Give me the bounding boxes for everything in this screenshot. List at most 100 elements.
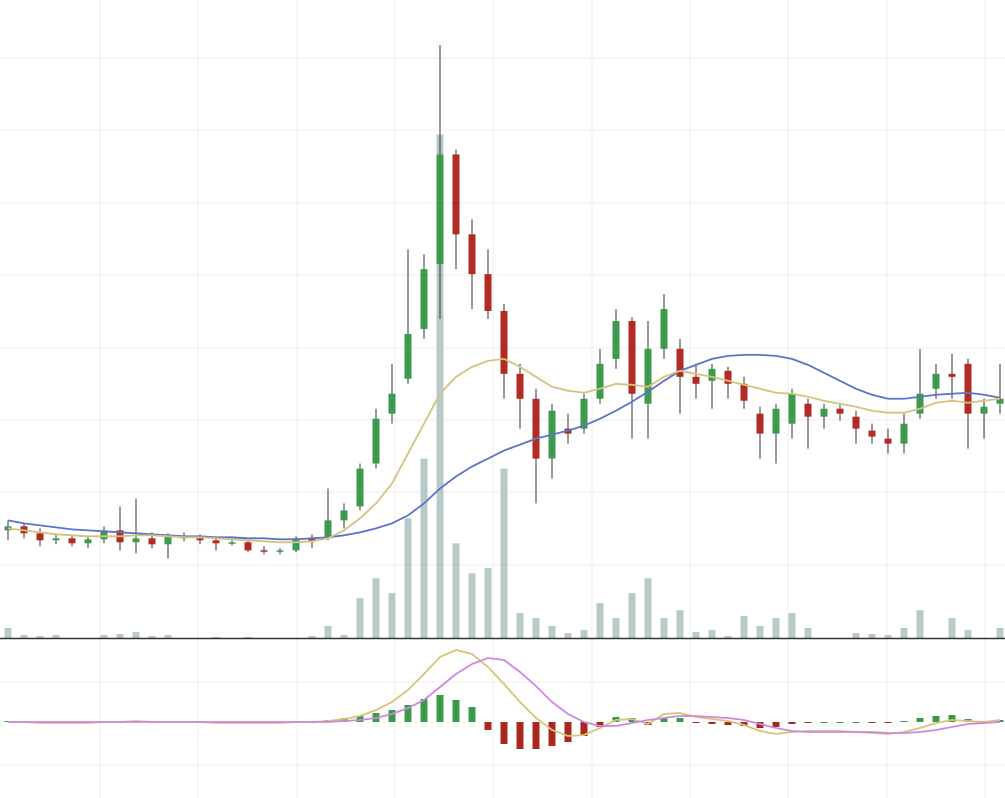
candle-body: [212, 540, 220, 544]
macd-bar: [820, 722, 828, 723]
macd-bar: [388, 710, 396, 722]
volume-bar: [660, 618, 668, 638]
macd-bar: [516, 722, 524, 749]
volume-bar: [324, 626, 332, 638]
volume-bar: [500, 468, 508, 638]
macd-bar: [804, 722, 812, 723]
volume-bar: [964, 630, 972, 638]
volume-bar: [308, 636, 316, 638]
candle-body: [804, 403, 812, 417]
candle-body: [260, 550, 268, 552]
volume-bar: [20, 635, 28, 638]
macd-bar: [660, 718, 668, 722]
macd-bar: [724, 722, 732, 725]
candle-body: [900, 423, 908, 444]
macd-bar: [788, 722, 796, 724]
macd-bar: [948, 715, 956, 722]
macd-bar: [580, 722, 588, 736]
candle-body: [132, 538, 140, 543]
macd-bar: [852, 722, 860, 723]
volume-bar: [132, 632, 140, 638]
candle-body: [196, 538, 204, 541]
candle-body: [388, 393, 396, 414]
candle-body: [484, 274, 492, 312]
candle-body: [580, 398, 588, 429]
candle-body: [820, 408, 828, 417]
macd-bar: [628, 718, 636, 722]
volume-bar: [708, 630, 716, 638]
macd-bar: [356, 716, 364, 722]
candle-body: [756, 413, 764, 434]
volume-bar: [4, 628, 12, 638]
volume-bar: [340, 635, 348, 638]
price-layer: [4, 44, 1004, 559]
macd-bar: [692, 722, 700, 723]
candle-body: [468, 234, 476, 275]
candle-body: [68, 538, 76, 544]
volume-bar: [372, 578, 380, 638]
volume-bar: [644, 578, 652, 638]
volume-bar: [244, 637, 252, 638]
candle-body: [596, 363, 604, 399]
volume-bar: [356, 598, 364, 638]
macd-bar: [756, 722, 764, 728]
volume-bar: [532, 618, 540, 638]
candle-body: [148, 538, 156, 545]
candle-body: [948, 373, 956, 377]
macd-bar: [420, 699, 428, 722]
candle-body: [452, 154, 460, 235]
volume-bar: [916, 610, 924, 638]
volume-bar: [36, 636, 44, 638]
macd-layer: [4, 649, 1004, 749]
macd-bar: [708, 722, 716, 724]
candle-body: [228, 542, 236, 544]
volume-bar: [612, 618, 620, 638]
volume-bar: [804, 628, 812, 638]
macd-bar: [868, 722, 876, 723]
volume-bar: [100, 635, 108, 638]
candle-body: [708, 368, 716, 381]
macd-bar: [340, 718, 348, 722]
volume-bar: [692, 632, 700, 638]
candle-body: [660, 309, 668, 349]
candle-body: [644, 348, 652, 404]
candle-body: [500, 311, 508, 374]
macd-bar: [532, 722, 540, 749]
volume-bar: [996, 628, 1004, 638]
volume-bar: [148, 636, 156, 638]
volume-bar: [788, 613, 796, 638]
volume-bar: [468, 573, 476, 638]
macd-bar: [676, 718, 684, 722]
macd-bar: [548, 722, 556, 746]
indicator-line: [8, 657, 1001, 734]
macd-bar: [900, 721, 908, 722]
volume-bar: [724, 636, 732, 638]
candle-body: [964, 363, 972, 414]
macd-bar: [932, 716, 940, 722]
candle-body: [532, 398, 540, 459]
candle-body: [340, 510, 348, 521]
volume-bar: [884, 635, 892, 638]
candle-body: [996, 398, 1004, 404]
macd-bar: [836, 722, 844, 723]
candle-body: [788, 393, 796, 424]
candle-body: [404, 333, 412, 379]
macd-bar: [916, 718, 924, 722]
candle-body: [308, 538, 316, 542]
volume-bar: [548, 626, 556, 638]
indicator-line: [7, 357, 1001, 544]
macd-bar: [740, 722, 748, 726]
candle-body: [276, 550, 284, 552]
macd-bar: [772, 722, 780, 727]
candle-body: [916, 393, 924, 414]
volume-bar: [452, 543, 460, 638]
candle-body: [100, 530, 108, 540]
candle-body: [884, 438, 892, 444]
volume-bar: [436, 134, 444, 638]
volume-bar: [388, 593, 396, 638]
macd-bar: [468, 707, 476, 722]
candle-body: [740, 383, 748, 401]
candle-body: [436, 154, 444, 265]
